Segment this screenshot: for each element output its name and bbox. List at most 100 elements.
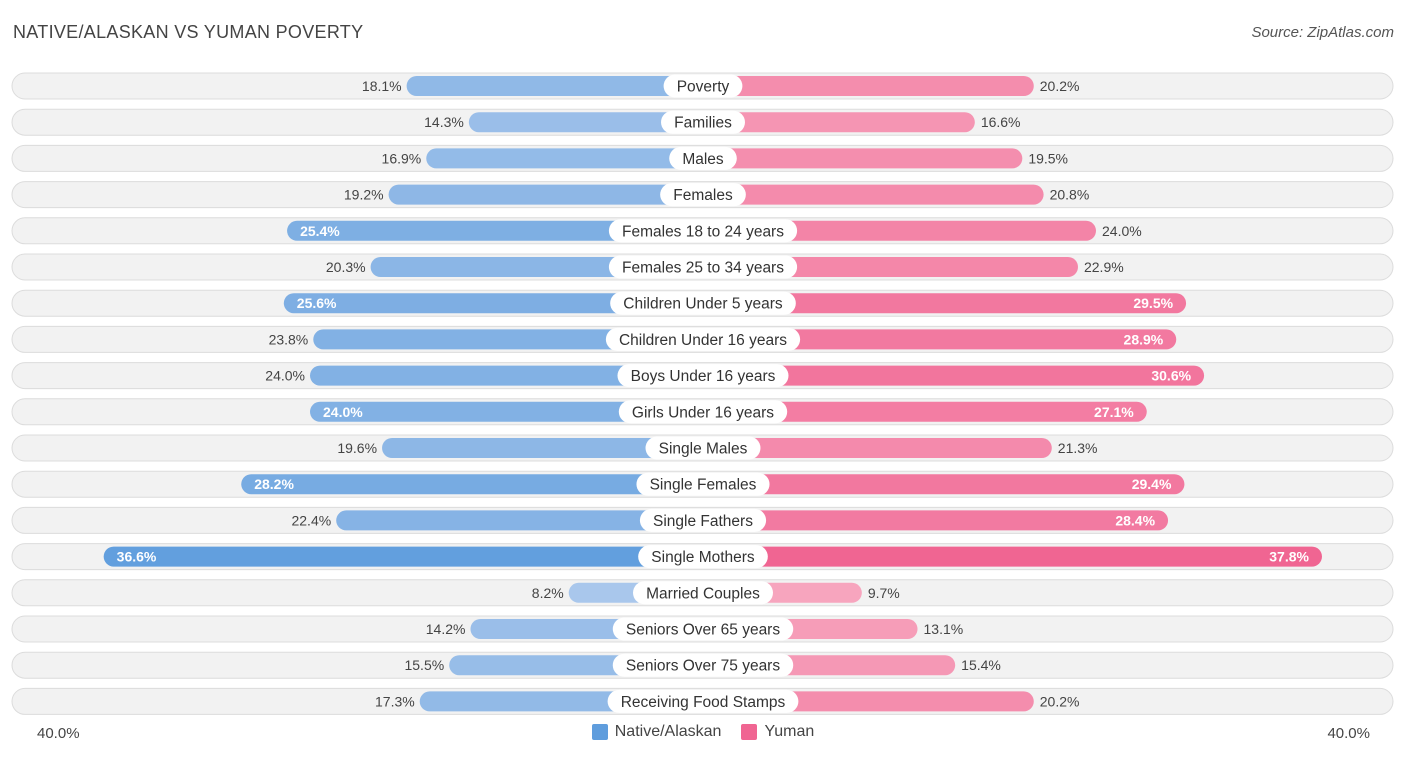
legend-item-yuman[interactable]: Yuman — [741, 723, 814, 741]
category-label-pill — [633, 581, 773, 605]
bar-yuman[interactable] — [703, 112, 975, 133]
value-label-yuman: 21.3% — [1058, 440, 1098, 456]
value-label-yuman: 19.5% — [1028, 150, 1068, 166]
bar-yuman[interactable] — [703, 510, 1169, 531]
row-females-18-to-24-years: 25.4% 24.0% Females 18 to 24 years — [11, 217, 1394, 245]
legend-item-native-alaskan[interactable]: Native/Alaskan — [591, 723, 721, 741]
category-label-group: Females — [660, 183, 746, 207]
category-label-group: Females 25 to 34 years — [608, 255, 798, 279]
value-label-yuman: 16.6% — [981, 114, 1021, 130]
category-label: Girls Under 16 years — [632, 404, 774, 421]
bar-native-alaskan[interactable] — [468, 112, 703, 133]
bar-yuman[interactable] — [703, 546, 1322, 567]
bar-native-alaskan[interactable] — [406, 76, 703, 96]
category-label-group: Single Fathers — [639, 508, 767, 532]
row-receiving-food-stamps: 17.3% 20.2% Receiving Food Stamps — [11, 687, 1394, 715]
category-label-group: Families — [661, 110, 745, 134]
bar-native-alaskan[interactable] — [287, 220, 703, 241]
bar-native-alaskan[interactable] — [388, 184, 703, 205]
category-label-pill — [605, 327, 801, 351]
category-label-pill — [661, 110, 745, 134]
value-label-yuman: 20.2% — [1040, 78, 1080, 94]
value-label-yuman: 20.2% — [1040, 693, 1080, 709]
bar-native-alaskan[interactable] — [426, 148, 703, 169]
bar-yuman[interactable] — [703, 474, 1185, 495]
bar-native-alaskan[interactable] — [313, 329, 703, 350]
bar-native-alaskan[interactable] — [382, 438, 703, 458]
category-label: Single Females — [650, 477, 757, 494]
bar-native-alaskan[interactable] — [103, 546, 704, 567]
bar-yuman[interactable] — [703, 401, 1147, 422]
category-label: Males — [682, 151, 724, 168]
legend: Native/Alaskan Yuman — [0, 723, 1406, 741]
bar-native-alaskan[interactable] — [336, 510, 703, 531]
bar-yuman[interactable] — [703, 365, 1205, 386]
bar-yuman[interactable] — [703, 329, 1177, 350]
row-boys-under-16-years: 24.0% 30.6% Boys Under 16 years — [11, 362, 1394, 390]
category-label-pill — [638, 545, 768, 569]
value-label-native-alaskan: 18.1% — [362, 78, 402, 94]
row-poverty: 18.1% 20.2% Poverty — [11, 72, 1394, 100]
category-label: Single Males — [659, 441, 748, 458]
row-children-under-5-years: 25.6% 29.5% Children Under 5 years — [11, 289, 1394, 317]
category-label-pill — [660, 183, 746, 207]
bar-yuman[interactable] — [703, 438, 1052, 458]
row-males: 16.9% 19.5% Males — [11, 144, 1394, 172]
value-label-yuman: 24.0% — [1102, 223, 1142, 239]
category-label-group: Boys Under 16 years — [617, 364, 789, 388]
value-label-native-alaskan: 25.4% — [300, 223, 340, 239]
value-label-yuman: 30.6% — [1151, 368, 1191, 384]
bar-native-alaskan[interactable] — [310, 365, 703, 386]
category-label-pill — [669, 146, 737, 170]
category-label-group: Single Females — [636, 472, 770, 496]
category-label-group: Single Males — [645, 436, 761, 460]
value-label-native-alaskan: 25.6% — [297, 295, 337, 311]
value-label-yuman: 29.5% — [1133, 295, 1173, 311]
bar-yuman[interactable] — [703, 220, 1096, 241]
category-label-group: Males — [669, 146, 737, 170]
value-label-yuman: 37.8% — [1269, 549, 1309, 565]
category-label: Children Under 5 years — [623, 296, 783, 313]
category-label-pill — [612, 617, 794, 641]
bar-yuman[interactable] — [703, 148, 1023, 169]
value-label-yuman: 22.9% — [1084, 259, 1124, 275]
value-label-native-alaskan: 19.2% — [344, 187, 384, 203]
category-label: Families — [674, 115, 732, 132]
value-label-native-alaskan: 16.9% — [382, 150, 422, 166]
row-seniors-over-65-years: 14.2% 13.1% Seniors Over 65 years — [11, 615, 1394, 643]
category-label-pill — [607, 689, 799, 713]
bar-yuman[interactable] — [703, 76, 1034, 96]
bar-native-alaskan[interactable] — [241, 474, 703, 495]
category-label-group: Children Under 5 years — [610, 291, 796, 315]
category-label-pill — [617, 364, 789, 388]
value-label-native-alaskan: 24.0% — [323, 404, 363, 420]
value-label-native-alaskan: 14.3% — [424, 114, 464, 130]
value-label-native-alaskan: 22.4% — [291, 512, 331, 528]
row-females-25-to-34-years: 20.3% 22.9% Females 25 to 34 years — [11, 253, 1394, 281]
category-label-group: Girls Under 16 years — [618, 400, 788, 424]
bar-yuman[interactable] — [703, 184, 1044, 205]
value-label-yuman: 28.9% — [1124, 331, 1164, 347]
category-label: Married Couples — [646, 585, 760, 602]
category-label-group: Children Under 16 years — [605, 327, 801, 351]
row-single-males: 19.6% 21.3% Single Males — [11, 434, 1394, 462]
bar-yuman[interactable] — [703, 257, 1078, 277]
category-label-group: Married Couples — [633, 581, 773, 605]
category-label-group: Seniors Over 65 years — [612, 617, 794, 641]
bar-native-alaskan[interactable] — [310, 401, 703, 422]
category-label: Poverty — [677, 79, 730, 96]
row-families: 14.3% 16.6% Families — [11, 108, 1394, 136]
category-label: Seniors Over 75 years — [626, 658, 780, 675]
category-label-group: Seniors Over 75 years — [612, 653, 794, 677]
row-single-females: 28.2% 29.4% Single Females — [11, 470, 1394, 498]
bar-native-alaskan[interactable] — [283, 293, 703, 314]
value-label-native-alaskan: 8.2% — [532, 585, 564, 601]
category-label: Females 25 to 34 years — [622, 260, 784, 277]
bar-yuman[interactable] — [703, 293, 1187, 314]
category-label: Single Mothers — [651, 549, 755, 566]
row-females: 19.2% 20.8% Females — [11, 181, 1394, 209]
value-label-yuman: 13.1% — [924, 621, 964, 637]
row-single-fathers: 22.4% 28.4% Single Fathers — [11, 506, 1394, 534]
category-label-group: Females 18 to 24 years — [608, 219, 798, 243]
